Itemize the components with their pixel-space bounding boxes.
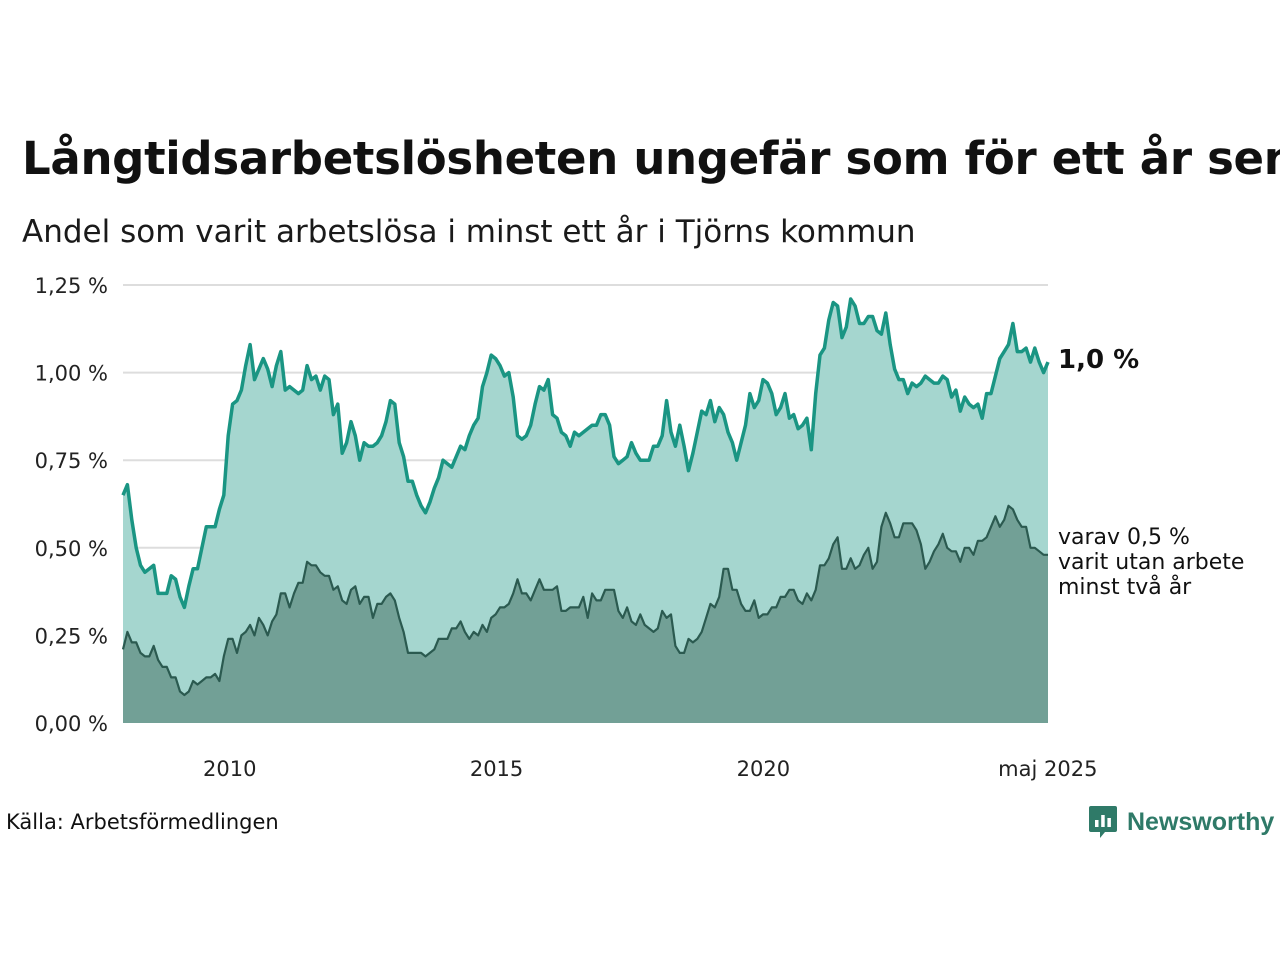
main-series-line — [121, 297, 1050, 610]
sub-series-end-label: varav 0,5 % varit utan arbete minst två år — [1058, 525, 1244, 600]
x-tick-label: maj 2025 — [998, 757, 1097, 781]
x-tick-label: 2010 — [203, 757, 256, 781]
chart-subtitle: Andel som varit arbetslösa i minst ett å… — [22, 214, 916, 250]
data-areas — [121, 297, 1050, 723]
y-tick-label: 0,25 % — [35, 624, 108, 648]
y-tick-label: 0,50 % — [35, 537, 108, 561]
sub-series-area — [123, 505, 1048, 723]
y-tick-label: 1,25 % — [35, 274, 108, 298]
x-axis: 2010 2015 2020 maj 2025 — [203, 757, 1097, 781]
newsworthy-logo-icon — [1089, 806, 1117, 838]
y-tick-label: 0,00 % — [35, 712, 108, 736]
main-series-end-label: 1,0 % — [1058, 345, 1139, 375]
brand-name: Newsworthy — [1127, 807, 1275, 836]
chart-title: Långtidsarbetslösheten ungefär som för e… — [22, 132, 1280, 185]
y-tick-label: 1,00 % — [35, 362, 108, 386]
y-tick-label: 0,75 % — [35, 449, 108, 473]
series-labels: 1,0 % varav 0,5 % varit utan arbete minst t… — [1058, 345, 1244, 600]
brand-logo: Newsworthy — [1088, 804, 1274, 840]
x-tick-label: 2020 — [737, 757, 790, 781]
source-note: Källa: Arbetsförmedlingen — [6, 810, 279, 834]
sub-series-line — [121, 504, 1048, 697]
y-axis: 1,25 % 1,00 % 0,75 % 0,50 % 0,25 % 0,00 % — [35, 274, 108, 736]
x-tick-label: 2015 — [470, 757, 523, 781]
